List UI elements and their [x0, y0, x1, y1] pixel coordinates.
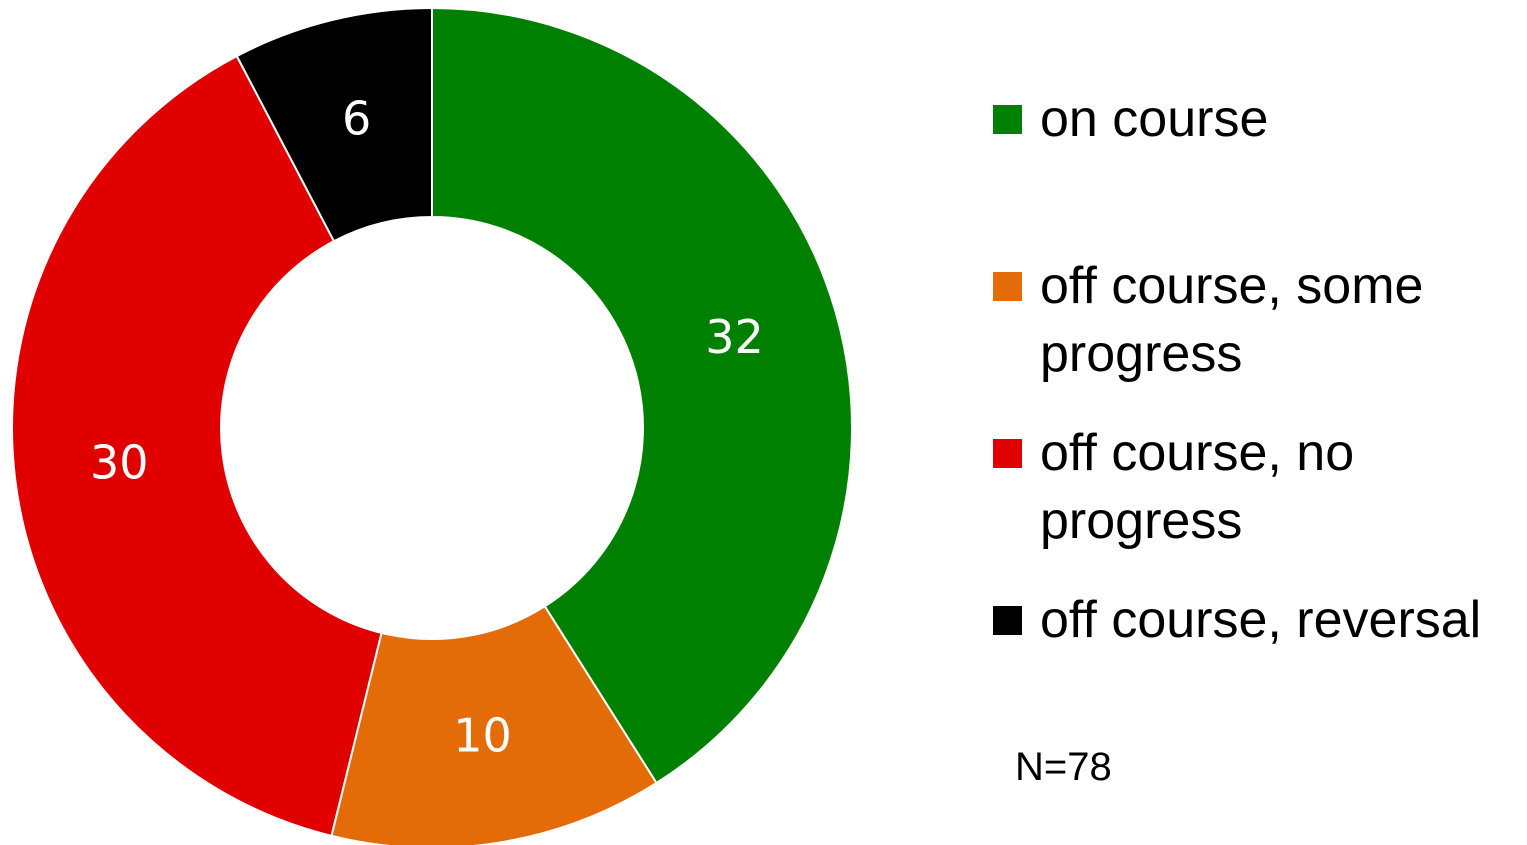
- legend-swatch: [993, 606, 1022, 635]
- legend-swatch: [993, 439, 1022, 468]
- legend-item: off course, no progress: [993, 419, 1523, 555]
- slice: [330, 604, 658, 845]
- legend-swatch: [993, 105, 1022, 134]
- slice: [431, 6, 854, 785]
- legend-label: off course, no progress: [1040, 424, 1355, 550]
- legend-swatch: [993, 272, 1022, 301]
- legend-label: on course: [1040, 90, 1269, 148]
- slice-label: 6: [342, 92, 371, 146]
- slice: [235, 6, 433, 243]
- slice-label: 30: [90, 435, 149, 489]
- legend-item: off course, reversal: [993, 586, 1523, 654]
- legend-item: on course: [993, 85, 1523, 153]
- legend-item: off course, some progress: [993, 252, 1523, 388]
- slice-label: 32: [705, 310, 764, 364]
- annotation: N=78: [1015, 745, 1112, 789]
- legend-label: off course, reversal: [1040, 591, 1482, 649]
- slice: [10, 54, 383, 838]
- legend-label: off course, some progress: [1040, 257, 1424, 383]
- slice-label: 10: [453, 708, 512, 762]
